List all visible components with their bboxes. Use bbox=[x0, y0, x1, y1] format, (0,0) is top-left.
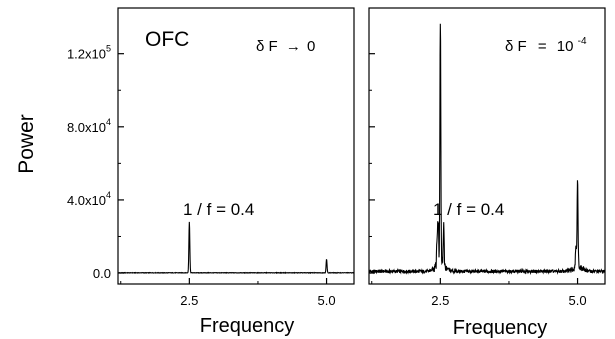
right-x-axis-title: Frequency bbox=[453, 317, 548, 339]
left-annotation: 1 / f = 0.4 bbox=[183, 200, 254, 219]
left-x-tick-label: 5.0 bbox=[318, 293, 336, 308]
right-x-ticks: 2.5 5.0 bbox=[371, 278, 587, 308]
y-tick-label: 8.0x104 bbox=[67, 117, 111, 135]
left-series-line bbox=[117, 221, 355, 275]
right-condition-prefix: δ F bbox=[505, 38, 527, 55]
right-plot-frame bbox=[368, 7, 606, 285]
right-condition-exponent: -4 bbox=[578, 36, 587, 47]
right-x-tick-label: 5.0 bbox=[569, 293, 587, 308]
right-y-ticks bbox=[369, 53, 375, 274]
y-tick-label: 1.2x105 bbox=[67, 44, 111, 62]
right-series-line bbox=[368, 23, 606, 276]
left-x-axis-title: Frequency bbox=[200, 315, 295, 337]
left-condition-prefix: δ F bbox=[256, 38, 278, 55]
left-x-ticks: 2.5 5.0 bbox=[120, 278, 336, 308]
left-panel-label: OFC bbox=[145, 28, 189, 51]
right-x-tick-label: 2.5 bbox=[431, 293, 449, 308]
y-axis-title: Power bbox=[15, 114, 38, 174]
right-condition-equals: = bbox=[538, 38, 547, 55]
left-plot-frame bbox=[117, 7, 355, 285]
left-condition-arrow: → bbox=[286, 38, 301, 55]
left-x-tick-label: 2.5 bbox=[180, 293, 198, 308]
right-condition-value: 10 bbox=[557, 38, 574, 55]
left-condition: δ F → 0 bbox=[256, 38, 315, 55]
right-annotation: 1 / f = 0.4 bbox=[433, 200, 504, 219]
right-condition: δ F = 10 -4 bbox=[505, 36, 587, 55]
left-y-ticks: 0.0 4.0x104 8.0x104 1.2x105 bbox=[67, 44, 124, 281]
right-panel: 2.5 5.0 δ F = 10 -4 1 / f = 0.4 Frequency bbox=[368, 7, 606, 339]
y-tick-label: 0.0 bbox=[93, 266, 111, 281]
left-panel: 0.0 4.0x104 8.0x104 1.2x105 2.5 5.0 OFC δ F … bbox=[67, 7, 355, 337]
left-condition-value: 0 bbox=[307, 38, 315, 55]
y-tick-label: 4.0x104 bbox=[67, 190, 111, 208]
